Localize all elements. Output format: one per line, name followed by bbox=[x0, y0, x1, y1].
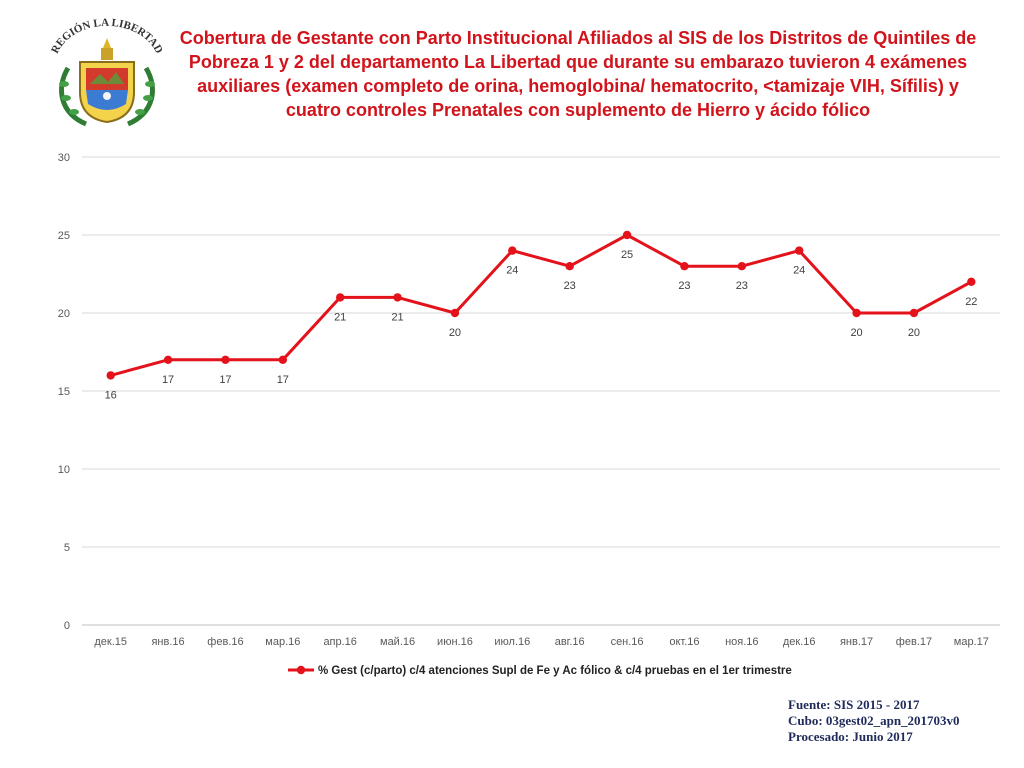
data-label: 24 bbox=[506, 265, 518, 277]
x-tick-label: янв.16 bbox=[151, 636, 184, 648]
data-label: 21 bbox=[334, 311, 346, 323]
footer-cube: Cubo: 03gest02_apn_201703v0 bbox=[788, 713, 960, 728]
data-label: 23 bbox=[678, 280, 690, 292]
x-tick-label: май.16 bbox=[380, 636, 415, 648]
legend-marker bbox=[296, 665, 306, 675]
x-tick-label: сен.16 bbox=[611, 636, 644, 648]
data-point bbox=[163, 355, 173, 364]
y-tick-label: 25 bbox=[58, 230, 70, 242]
data-label: 25 bbox=[621, 249, 633, 261]
data-point bbox=[450, 308, 460, 318]
data-point bbox=[221, 355, 230, 364]
data-point bbox=[852, 308, 861, 318]
data-point bbox=[278, 355, 288, 364]
data-label: 20 bbox=[850, 327, 862, 339]
x-tick-label: мар.16 bbox=[265, 636, 300, 648]
x-tick-label: июн.16 bbox=[437, 636, 473, 648]
regional-coat-of-arms-logo: REGIÓN LA LIBERTAD bbox=[46, 17, 168, 130]
x-tick-label: июл.16 bbox=[494, 636, 530, 648]
footer-processed: Procesado: Junio 2017 bbox=[788, 729, 913, 744]
data-label: 21 bbox=[391, 311, 403, 323]
data-point bbox=[622, 230, 632, 240]
x-tick-label: дек.15 bbox=[94, 636, 127, 648]
data-point bbox=[106, 371, 115, 380]
data-point bbox=[967, 277, 976, 286]
x-tick-label: окт.16 bbox=[669, 636, 699, 648]
y-tick-label: 0 bbox=[64, 620, 70, 632]
data-point bbox=[680, 262, 689, 271]
line-chart: 0 5 10 15 20 25 30 дек.15 янв.16 фев.16 мар.16 апр.… bbox=[0, 140, 1024, 685]
x-tick-label: дек.16 bbox=[783, 636, 816, 648]
y-tick-label: 30 bbox=[58, 152, 70, 164]
data-label: 20 bbox=[908, 327, 920, 339]
data-label: 17 bbox=[219, 374, 231, 386]
data-label: 16 bbox=[105, 389, 117, 401]
x-tick-label: янв.17 bbox=[840, 636, 873, 648]
y-tick-label: 5 bbox=[64, 542, 70, 554]
series-line bbox=[110, 233, 973, 377]
data-label: 17 bbox=[277, 374, 289, 386]
chart-title: Cobertura de Gestante con Parto Instituc… bbox=[179, 28, 977, 120]
x-tick-label: мар.17 bbox=[954, 636, 989, 648]
x-tick-label: авг.16 bbox=[555, 636, 585, 648]
x-tick-label: фев.17 bbox=[896, 636, 932, 648]
legend-label: % Gest (c/parto) c/4 atenciones Supl de … bbox=[318, 665, 792, 677]
x-tick-label: ноя.16 bbox=[725, 636, 758, 648]
data-point bbox=[393, 293, 402, 302]
footer-source: Fuente: SIS 2015 - 2017 bbox=[788, 697, 920, 712]
data-label: 23 bbox=[564, 280, 576, 292]
data-point bbox=[508, 246, 517, 255]
data-label: 20 bbox=[449, 327, 461, 339]
y-tick-label: 20 bbox=[58, 308, 70, 320]
y-tick-label: 15 bbox=[58, 386, 70, 398]
data-label: 23 bbox=[736, 280, 748, 292]
source-footer: Fuente: SIS 2015 - 2017 Cubo: 03gest02_a… bbox=[788, 697, 1018, 745]
data-point bbox=[737, 262, 747, 271]
data-label: 24 bbox=[793, 265, 805, 277]
x-tick-label: апр.16 bbox=[323, 636, 356, 648]
y-tick-label: 10 bbox=[58, 464, 70, 476]
data-point bbox=[565, 262, 574, 271]
data-point bbox=[909, 308, 919, 318]
data-label: 22 bbox=[965, 296, 977, 308]
data-point bbox=[794, 246, 804, 255]
x-tick-label: фев.16 bbox=[207, 636, 243, 648]
data-point bbox=[335, 293, 345, 302]
data-label: 17 bbox=[162, 374, 174, 386]
